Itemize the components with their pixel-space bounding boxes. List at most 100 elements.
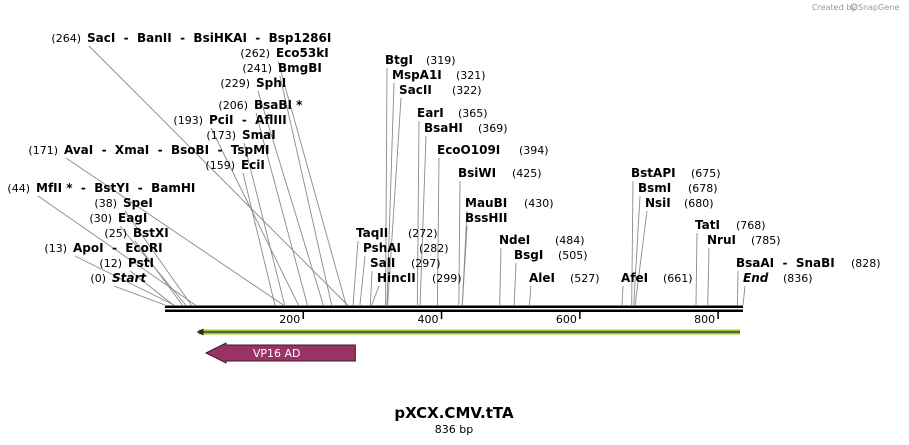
cut-line-hincii [371,285,380,306]
orf-track [196,328,740,336]
cut-line-taqii [352,240,359,306]
site-position-saci: (264) [51,32,81,45]
site-label-start[interactable]: Start [112,271,147,285]
site-label-sphi[interactable]: SphI [256,76,286,90]
axis-ticks: 200 400 600 800 [279,312,719,326]
tick-label-200: 200 [279,313,300,326]
site-label-end[interactable]: End [743,271,769,285]
site-label-nrui[interactable]: NruI [707,233,736,247]
cut-line-afei [621,285,624,306]
site-label-saci[interactable]: SacI - BanII - BsiHKAI - Bsp1286I [87,31,331,45]
site-label-avai[interactable]: AvaI - XmaI - BsoBI - TspMI [64,143,270,157]
site-label-pcii[interactable]: PciI - AflIII [209,113,287,127]
site-position-eco53ki: (262) [240,47,270,60]
site-label-bstapi[interactable]: BstAPI [631,166,676,180]
site-label-maubi[interactable]: MauBI [465,196,507,210]
site-position-btgi: (319) [426,54,456,67]
site-label-bsabi[interactable]: BsaBI * [254,98,303,112]
site-label-psti[interactable]: PstI [128,256,154,270]
site-label-mspa1i[interactable]: MspA1I [392,68,442,82]
cut-line-start [113,285,166,306]
site-label-pshai[interactable]: PshAI [363,241,401,255]
site-position-smai: (173) [206,129,236,142]
site-label-tati[interactable]: TatI [695,218,720,232]
credit-text: Created by [812,3,856,12]
feature-track: VP16 AD [204,342,356,364]
site-position-taqii: (272) [408,227,438,240]
cut-line-eagi [119,225,187,306]
site-label-eari[interactable]: EarI [417,106,444,120]
site-position-spei: (38) [94,197,117,210]
site-label-taqii[interactable]: TaqII [356,226,388,240]
site-label-ecoo109i[interactable]: EcoO109I [437,143,500,157]
cut-line-bsmi [633,195,641,306]
site-position-nrui: (785) [751,234,781,247]
site-label-apoi[interactable]: ApoI - EcoRI [73,241,163,255]
site-label-spei[interactable]: SpeI [123,196,153,210]
site-label-sali[interactable]: SalI [370,256,395,270]
site-label-bstxi[interactable]: BstXI [133,226,169,240]
cut-line-bsgi [513,262,517,306]
site-label-bmgbi[interactable]: BmgBI [278,61,322,75]
brand-text: SnapGene [858,3,899,12]
site-label-btgi[interactable]: BtgI [385,53,413,67]
site-label-sacii[interactable]: SacII [399,83,432,97]
cut-line-alei [528,285,532,306]
cut-line-sali [369,270,373,306]
site-position-bsahi: (369) [478,122,508,135]
cut-line-mfii [37,195,196,306]
site-label-bsiwi[interactable]: BsiWI [458,166,496,180]
cut-line-bsshii [461,225,468,306]
cut-line-avai [65,157,284,306]
site-position-bsiwi: (425) [512,167,542,180]
site-position-mspa1i: (321) [456,69,486,82]
site-position-afei: (661) [663,272,693,285]
cut-line-ecii [242,172,276,306]
cut-line-bsabi [255,112,308,306]
cut-line-mspa1i [386,82,395,306]
site-position-bstxi: (25) [104,227,127,240]
cut-line-pshai [359,255,366,306]
cut-line-end [742,285,746,306]
cut-line-saci [88,45,348,306]
cut-line-pcii [210,127,299,306]
site-position-sali: (297) [411,257,441,270]
cut-line-smai [243,142,286,306]
site-label-smai[interactable]: SmaI [242,128,276,142]
site-label-ndei[interactable]: NdeI [499,233,530,247]
site-label-bsaai[interactable]: BsaAI - SnaBI [736,256,835,270]
site-position-psti: (12) [99,257,122,270]
site-label-afei[interactable]: AfeI [621,271,648,285]
site-position-start: (0) [90,272,106,285]
site-label-mfii[interactable]: MfII * - BstYI - BamHI [36,181,195,195]
cut-line-eco53ki [277,60,347,306]
site-label-nsii[interactable]: NsiI [645,196,671,210]
site-label-ecii[interactable]: EciI [241,158,265,172]
site-label-bsshii[interactable]: BssHII [465,211,507,225]
site-position-pcii: (193) [173,114,203,127]
site-label-bsahi[interactable]: BsaHI [424,121,463,135]
site-label-eco53ki[interactable]: Eco53kI [276,46,329,60]
site-position-bsabi: (206) [218,99,248,112]
site-position-pshai: (282) [419,242,449,255]
site-label-bsmi[interactable]: BsmI [638,181,671,195]
cut-line-bsiwi [458,180,461,306]
cut-line-spei [124,210,192,306]
site-label-alei[interactable]: AleI [529,271,555,285]
plasmid-length: 836 bp [435,423,473,436]
site-label-eagi[interactable]: EagI [118,211,147,225]
site-position-sacii: (322) [452,84,482,97]
feature-label-vp16-ad: VP16 AD [253,347,301,360]
site-label-bsgi[interactable]: BsgI [514,248,543,262]
feature-vp16-ad[interactable] [204,342,356,364]
site-position-sphi: (229) [220,77,250,90]
cut-line-bmgbi [279,75,333,306]
site-label-hincii[interactable]: HincII [377,271,416,285]
cut-site-lines [37,45,746,306]
enzyme-labels: Start (0) PstI (12) ApoI - EcoRI (13) BstXI (25… [7,31,880,285]
cut-line-ndei [499,247,502,306]
cut-line-psti [129,270,174,306]
cut-line-sacii [387,97,402,306]
site-position-ecoo109i: (394) [519,144,549,157]
